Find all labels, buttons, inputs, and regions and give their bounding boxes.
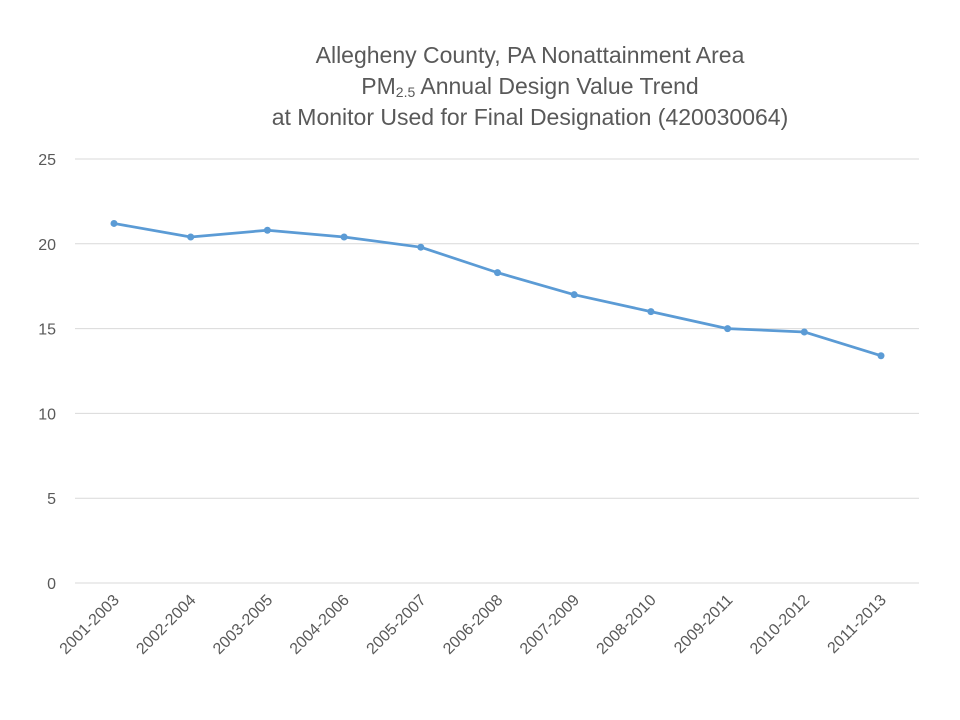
y-tick-label-10: 10	[38, 406, 56, 423]
data-point-2008-2010	[647, 308, 655, 316]
y-tick-label-0: 0	[47, 576, 56, 593]
x-tick-label-2001-2003: 2001-2003	[57, 592, 123, 658]
y-tick-label-5: 5	[47, 491, 56, 508]
x-tick-label-2008-2010: 2008-2010	[594, 592, 660, 658]
x-tick-label-2002-2004: 2002-2004	[133, 592, 199, 658]
data-point-2007-2009	[570, 291, 578, 299]
data-point-2004-2006	[340, 233, 348, 241]
x-tick-label-2003-2005: 2003-2005	[210, 592, 276, 658]
gridlines	[75, 158, 919, 584]
x-tick-label-2006-2008: 2006-2008	[440, 592, 506, 658]
data-point-2003-2005	[263, 226, 271, 234]
y-axis-labels: 0 5 10 15 20 25	[38, 152, 56, 593]
y-tick-label-15: 15	[38, 322, 56, 339]
series-line-0	[112, 222, 883, 358]
data-point-2002-2004	[187, 233, 195, 241]
x-tick-label-2005-2007: 2005-2007	[364, 592, 430, 658]
series-line-group	[112, 222, 883, 358]
data-point-2010-2012	[800, 328, 808, 336]
x-tick-label-2010-2012: 2010-2012	[747, 592, 813, 658]
data-point-2006-2008	[494, 269, 501, 277]
y-tick-label-20: 20	[38, 237, 56, 254]
data-point-2001-2003	[110, 219, 118, 227]
data-point-2009-2011	[724, 325, 732, 333]
data-point-2005-2007	[417, 243, 425, 251]
chart-title: Allegheny County, PA Nonattainment Area …	[0, 40, 960, 133]
series-points-group	[110, 219, 885, 360]
data-point-2011-2013	[877, 352, 885, 360]
chart-title-line2: PM2.5 Annual Design Value Trend	[0, 71, 960, 102]
chart-title-line2-prefix: PM	[361, 73, 396, 99]
y-tick-label-25: 25	[38, 152, 56, 169]
x-tick-label-2007-2009: 2007-2009	[517, 592, 583, 658]
chart-title-line3: at Monitor Used for Final Designation (4…	[271, 104, 789, 130]
chart-title-line1: Allegheny County, PA Nonattainment Area	[315, 42, 745, 68]
x-tick-label-2004-2006: 2004-2006	[287, 592, 353, 658]
x-tick-label-2009-2011: 2009-2011	[671, 592, 736, 657]
chart-title-line2-suffix: Annual Design Value Trend	[415, 73, 699, 99]
chart-title-subscript: 2.5	[395, 84, 416, 100]
x-axis-labels: 2001-2003 2002-2004 2003-2005 2004-2006 2005…	[57, 592, 890, 658]
x-tick-label-2011-2013: 2011-2013	[825, 592, 890, 657]
